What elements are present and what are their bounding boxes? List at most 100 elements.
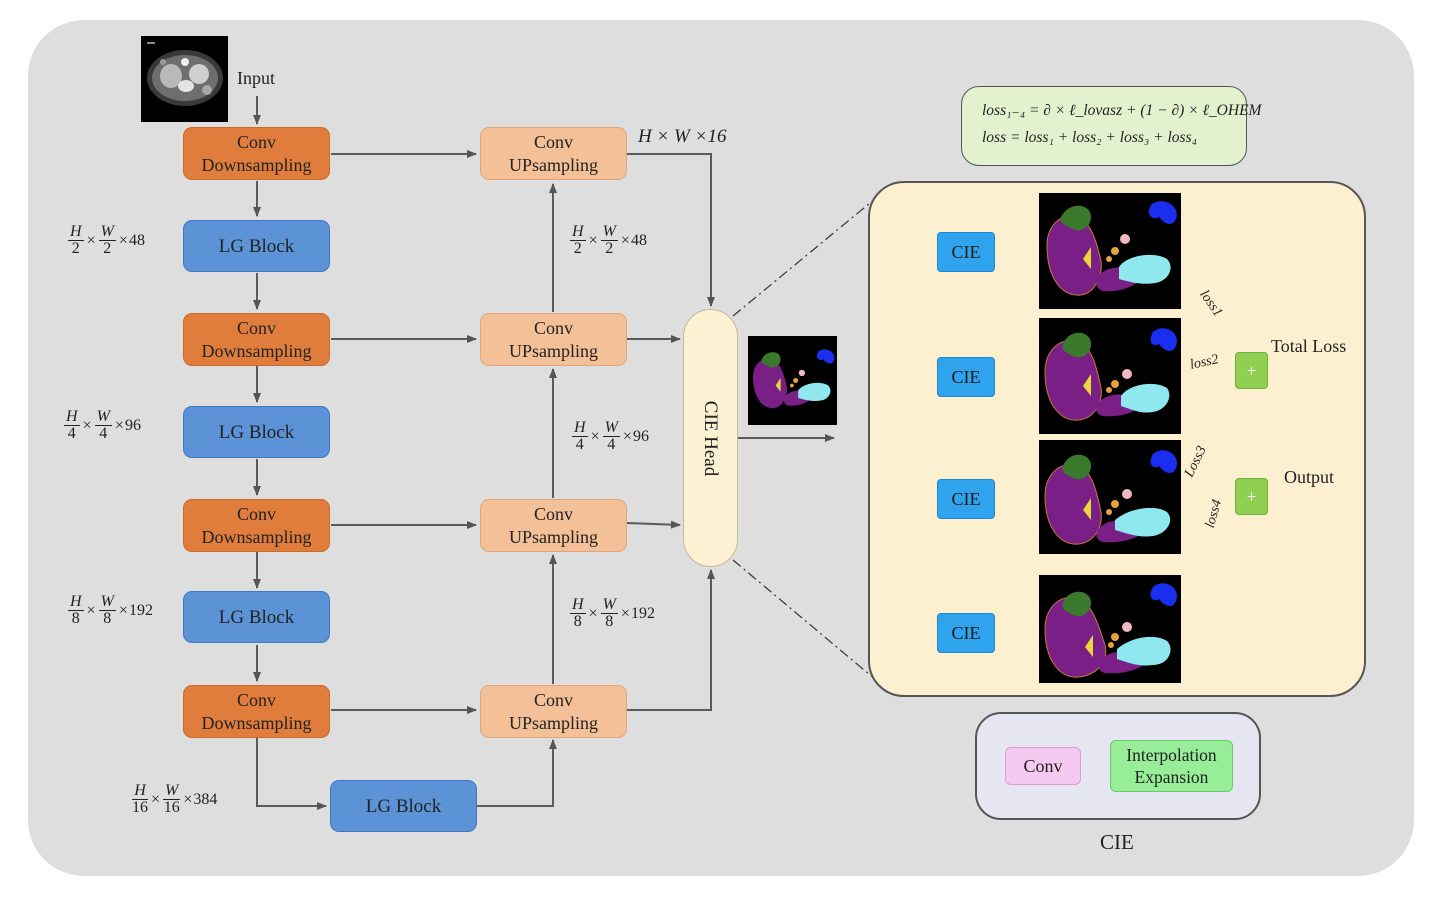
dim3-d1: 8 bbox=[72, 611, 80, 627]
dim1-times-a: × bbox=[87, 232, 96, 250]
dimu2-times-b: × bbox=[623, 428, 632, 446]
conv-downsampling-2: Conv Downsampling bbox=[183, 313, 330, 366]
segmentation-mask-3 bbox=[1039, 440, 1181, 554]
dimu3-c: 192 bbox=[631, 605, 655, 623]
conv-downsampling-3: Conv Downsampling bbox=[183, 499, 330, 552]
dim4-times-b: × bbox=[183, 791, 192, 809]
dimu1-n1: H bbox=[570, 224, 586, 241]
output-label: Output bbox=[1284, 467, 1334, 488]
lg-block-2: LG Block bbox=[183, 406, 330, 458]
dimu1-times-b: × bbox=[621, 232, 630, 250]
lg-block-1: LG Block bbox=[183, 220, 330, 272]
dim1-times-b: × bbox=[119, 232, 128, 250]
conv-upsampling-3-line2: UPsampling bbox=[509, 526, 598, 549]
dimu1-n2: W bbox=[601, 224, 618, 241]
cie-block-1-label: CIE bbox=[952, 241, 981, 264]
conv-upsampling-1: Conv UPsampling bbox=[480, 127, 627, 180]
dim1-n2: W bbox=[99, 224, 116, 241]
dim3-n1: H bbox=[68, 594, 84, 611]
plus-node-output-label: + bbox=[1247, 485, 1257, 508]
output-mask-thumbnail bbox=[748, 336, 837, 425]
conv-upsampling-4-line1: Conv bbox=[534, 689, 573, 712]
dimu2-times-a: × bbox=[591, 428, 600, 446]
conv-upsampling-2-line2: UPsampling bbox=[509, 340, 598, 363]
dim4-times-a: × bbox=[151, 791, 160, 809]
lg-block-1-label: LG Block bbox=[219, 235, 294, 258]
conv-upsampling-2-line1: Conv bbox=[534, 317, 573, 340]
dimu3-times-b: × bbox=[621, 605, 630, 623]
lg-block-bottom: LG Block bbox=[330, 780, 477, 832]
interpolation-expansion-block: Interpolation Expansion bbox=[1110, 740, 1233, 792]
segmentation-mask-2 bbox=[1039, 318, 1181, 434]
cie-module-caption: CIE bbox=[1100, 830, 1134, 855]
conv-downsampling-4-line1: Conv bbox=[237, 689, 276, 712]
dim2-times-a: × bbox=[83, 417, 92, 435]
conv-downsampling-3-line2: Downsampling bbox=[202, 526, 312, 549]
conv-upsampling-2: Conv UPsampling bbox=[480, 313, 627, 366]
dim4-d1: 16 bbox=[132, 800, 148, 816]
conv-upsampling-1-line2: UPsampling bbox=[509, 154, 598, 177]
dimu3-times-a: × bbox=[589, 605, 598, 623]
dim1-d2: 2 bbox=[103, 241, 111, 257]
dim3-times-b: × bbox=[119, 602, 128, 620]
loss-formula-box: loss₁₋₄ = ∂ × ℓ_lovasz + (1 − ∂) × ℓ_OHE… bbox=[961, 86, 1247, 166]
conv-downsampling-4-line2: Downsampling bbox=[202, 712, 312, 735]
cie-conv-block: Conv bbox=[1005, 747, 1081, 785]
dimu1-c: 48 bbox=[631, 232, 647, 250]
conv-downsampling-2-line1: Conv bbox=[237, 317, 276, 340]
lg-block-2-label: LG Block bbox=[219, 421, 294, 444]
interp-line2: Expansion bbox=[1135, 766, 1209, 788]
dimu2-c: 96 bbox=[633, 428, 649, 446]
conv-downsampling-2-line2: Downsampling bbox=[202, 340, 312, 363]
dim3-times-a: × bbox=[87, 602, 96, 620]
dim-label-4: H 16 × W 16 × 384 bbox=[130, 783, 217, 816]
dim2-n2: W bbox=[95, 409, 112, 426]
dim1-d1: 2 bbox=[72, 241, 80, 257]
input-ct-image bbox=[141, 36, 228, 122]
conv-upsampling-3: Conv UPsampling bbox=[480, 499, 627, 552]
segmentation-mask-1 bbox=[1039, 193, 1181, 309]
dim-label-top: H × W ×16 bbox=[638, 126, 726, 148]
dimu2-d1: 4 bbox=[576, 437, 584, 453]
conv-downsampling-1: Conv Downsampling bbox=[183, 127, 330, 180]
dim2-d2: 4 bbox=[99, 426, 107, 442]
dimu2-n2: W bbox=[603, 420, 620, 437]
conv-downsampling-1-line2: Downsampling bbox=[202, 154, 312, 177]
dim4-n1: H bbox=[132, 783, 148, 800]
dim2-n1: H bbox=[64, 409, 80, 426]
conv-upsampling-3-line1: Conv bbox=[534, 503, 573, 526]
lg-block-3-label: LG Block bbox=[219, 606, 294, 629]
cie-head: CIE Head bbox=[683, 309, 738, 567]
interp-line1: Interpolation bbox=[1126, 744, 1216, 766]
conv-downsampling-1-line1: Conv bbox=[237, 131, 276, 154]
dimu2-n1: H bbox=[572, 420, 588, 437]
dim2-times-b: × bbox=[115, 417, 124, 435]
lg-block-3: LG Block bbox=[183, 591, 330, 643]
input-label: Input bbox=[237, 68, 275, 89]
dim2-d1: 4 bbox=[68, 426, 76, 442]
plus-node-output: + bbox=[1235, 478, 1268, 515]
dim1-c: 48 bbox=[129, 232, 145, 250]
dim2-c: 96 bbox=[125, 417, 141, 435]
dim4-d2: 16 bbox=[164, 800, 180, 816]
cie-block-2-label: CIE bbox=[952, 366, 981, 389]
dim3-c: 192 bbox=[129, 602, 153, 620]
formula-line-1: loss₁₋₄ = ∂ × ℓ_lovasz + (1 − ∂) × ℓ_OHE… bbox=[982, 101, 1261, 120]
plus-node-loss-label: + bbox=[1247, 359, 1257, 382]
conv-upsampling-4: Conv UPsampling bbox=[480, 685, 627, 738]
cie-block-2: CIE bbox=[937, 357, 995, 397]
formula-line-2: loss = loss₁ + loss₂ + loss₃ + loss₄ bbox=[982, 129, 1197, 147]
cie-conv-label: Conv bbox=[1023, 755, 1062, 778]
conv-downsampling-3-line1: Conv bbox=[237, 503, 276, 526]
cie-block-1: CIE bbox=[937, 232, 995, 272]
dimu3-d1: 8 bbox=[574, 614, 582, 630]
dim3-d2: 8 bbox=[103, 611, 111, 627]
plus-node-loss: + bbox=[1235, 352, 1268, 389]
cie-block-4: CIE bbox=[937, 613, 995, 653]
lg-block-bottom-label: LG Block bbox=[366, 795, 441, 818]
